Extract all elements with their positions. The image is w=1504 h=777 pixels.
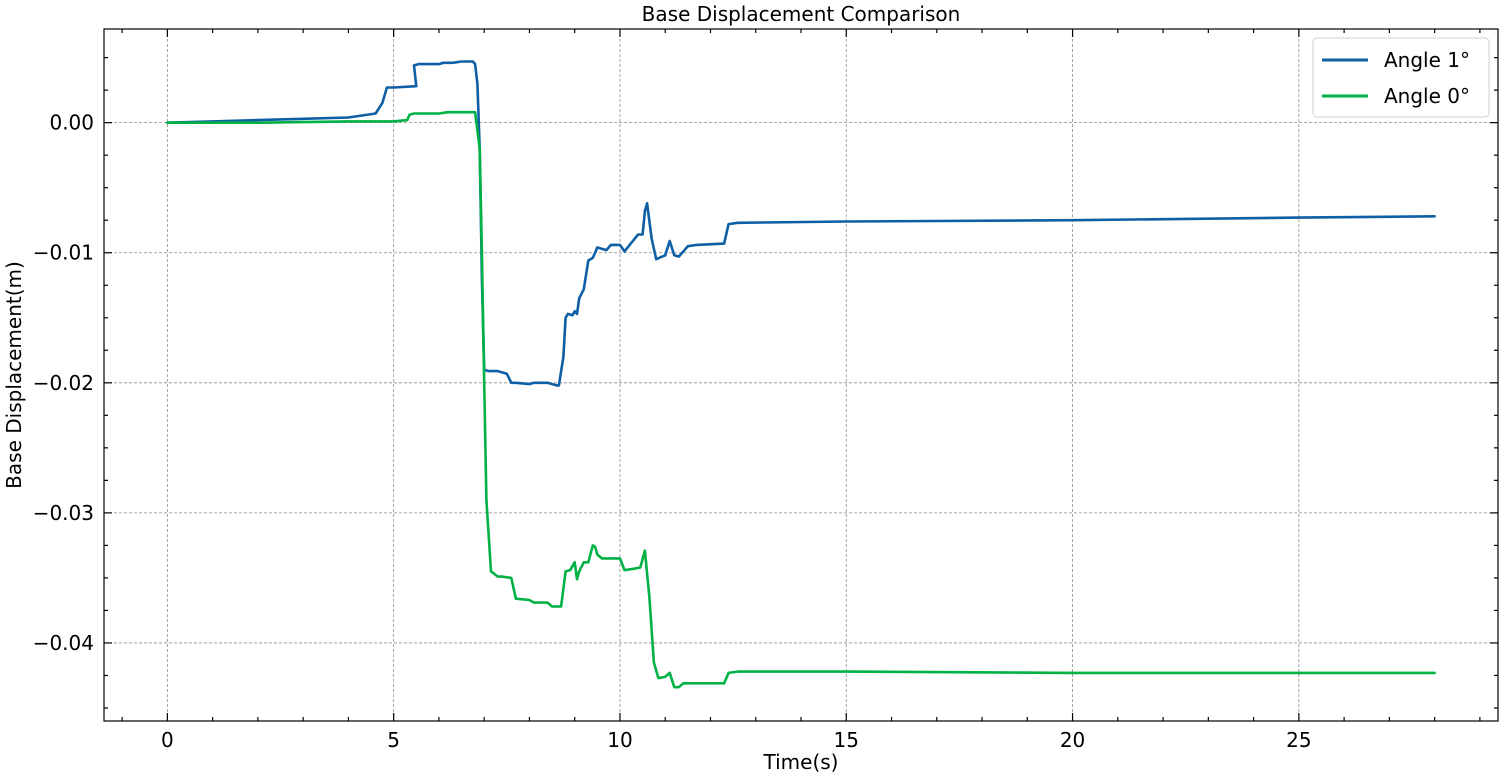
x-tick-label: 20 (1060, 728, 1085, 752)
y-tick-label: −0.04 (33, 631, 94, 655)
series-line-angle-0 (166, 110, 1436, 689)
series-lines (166, 60, 1436, 689)
major-ticks (104, 29, 1498, 721)
x-tick-labels: 0 5 10 15 20 25 (161, 728, 1312, 752)
x-tick-label: 10 (607, 728, 632, 752)
y-tick-label: 0.00 (49, 111, 94, 135)
y-tick-label: −0.01 (33, 241, 94, 265)
y-tick-label: −0.03 (33, 501, 94, 525)
legend-label-angle-0: Angle 0° (1384, 84, 1470, 108)
x-tick-label: 0 (161, 728, 174, 752)
chart-title: Base Displacement Comparison (642, 2, 961, 26)
legend-label-angle-1: Angle 1° (1384, 48, 1470, 72)
legend: Angle 1° Angle 0° (1312, 37, 1490, 118)
x-tick-label: 5 (387, 728, 400, 752)
y-tick-label: −0.02 (33, 371, 94, 395)
plot-frame (103, 28, 1499, 722)
minor-ticks (104, 29, 1498, 721)
grid-lines (104, 29, 1498, 721)
y-axis-label: Base Displacement(m) (2, 261, 26, 489)
x-axis-label: Time(s) (763, 750, 839, 774)
x-tick-label: 25 (1286, 728, 1311, 752)
x-tick-label: 15 (834, 728, 859, 752)
series-line-angle-1 (166, 60, 1436, 387)
y-tick-labels: 0.00 −0.01 −0.02 −0.03 −0.04 (33, 111, 94, 655)
